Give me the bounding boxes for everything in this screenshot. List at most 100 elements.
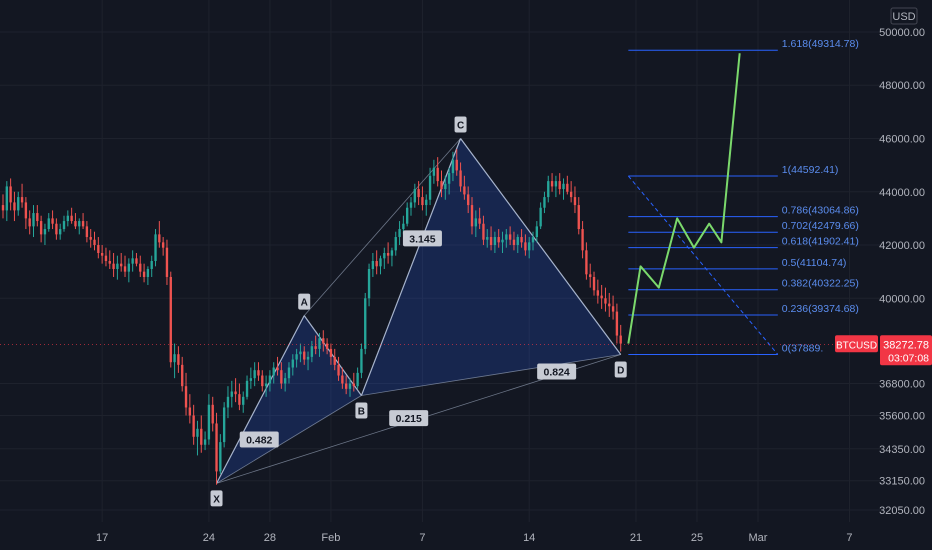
- candle-body: [150, 261, 153, 269]
- candle-body: [478, 218, 481, 224]
- ratio-label: 0.482: [246, 434, 272, 446]
- candle-body: [268, 375, 272, 384]
- candle-body: [264, 383, 268, 387]
- price-axis[interactable]: 52000.0050000.0048000.0046000.0044000.00…: [879, 0, 925, 517]
- point-label: X: [213, 494, 220, 505]
- time-tick-label: 21: [630, 532, 642, 544]
- candle-body: [9, 186, 12, 203]
- candle-body: [352, 383, 355, 387]
- candle-body: [74, 221, 77, 227]
- candle-body: [283, 378, 287, 384]
- candle-body: [39, 221, 43, 235]
- candle-body: [177, 354, 180, 365]
- fib-level-label: 1.618(49314.78): [782, 38, 859, 50]
- candle-body: [181, 364, 184, 387]
- point-label: C: [457, 120, 464, 131]
- candle-body: [337, 364, 340, 376]
- pattern-line[interactable]: [360, 138, 462, 396]
- last-price-text: 38272.78: [883, 339, 929, 351]
- candle-body: [287, 367, 291, 379]
- time-tick-label: Feb: [321, 532, 340, 544]
- candle-body: [215, 423, 218, 472]
- price-tick-label: 42000.00: [879, 240, 925, 252]
- candle-body: [100, 253, 104, 256]
- fib-level-label: 0(37889.: [782, 343, 823, 355]
- candle-body: [78, 221, 81, 227]
- candle-body: [230, 391, 233, 397]
- candle-body: [402, 223, 405, 230]
- candle-body: [242, 396, 245, 405]
- candle-body: [17, 197, 20, 211]
- candle-body: [1, 205, 5, 211]
- candle-body: [299, 351, 302, 355]
- candle-body: [104, 255, 108, 261]
- price-tick-label: 50000.00: [879, 27, 925, 39]
- pattern-line[interactable]: [216, 395, 362, 484]
- candle-body: [394, 237, 397, 251]
- fib-trend-line[interactable]: [627, 175, 779, 355]
- candle-body: [127, 263, 131, 272]
- candle-body: [508, 234, 512, 240]
- candle-body: [59, 229, 62, 235]
- time-axis[interactable]: 17 24 28 Feb 7 14 21 25 Mar 7: [96, 532, 853, 544]
- candle-body: [600, 295, 603, 299]
- countdown-text: 03:07:08: [888, 352, 929, 364]
- candle-body: [85, 226, 89, 238]
- ratio-label-box: [389, 410, 429, 427]
- candle-body: [89, 237, 92, 240]
- pattern-line[interactable]: [215, 315, 305, 484]
- price-tick-label: 32050.00: [879, 505, 925, 517]
- candle-body: [440, 181, 443, 190]
- candle-body: [329, 348, 333, 357]
- candle-body: [139, 263, 142, 272]
- candle-body: [531, 237, 535, 243]
- pattern-labels: 0.482 3.145 0.824 0.215 X A B C D: [210, 116, 627, 507]
- projection-line[interactable]: [627, 53, 741, 344]
- candle-body: [581, 229, 584, 251]
- candle-body: [364, 298, 367, 349]
- candle-body: [356, 372, 359, 387]
- point-label: D: [617, 366, 624, 377]
- candle-body: [444, 183, 447, 190]
- candle-body: [51, 218, 54, 224]
- candle-body: [108, 261, 111, 264]
- candle-body: [173, 354, 176, 363]
- candle-body: [409, 202, 413, 208]
- price-tick-label: 34350.00: [879, 444, 925, 456]
- candle-body: [28, 218, 31, 227]
- fibonacci-extension[interactable]: 1.618(49314.78) 1(44592.41) 0.786(43064.86…: [627, 38, 859, 356]
- candle-body: [5, 186, 8, 211]
- price-tick-label: 40000.00: [879, 293, 925, 305]
- candle-body: [322, 338, 325, 344]
- time-tick-label: 25: [691, 532, 703, 544]
- candle-body: [539, 207, 542, 227]
- pattern-line[interactable]: [460, 138, 622, 355]
- candle-body: [562, 183, 565, 190]
- candle-body: [249, 378, 253, 381]
- projection-path[interactable]: [627, 53, 741, 344]
- candle-body: [154, 234, 157, 261]
- symbol-text: BTCUSD: [836, 340, 877, 351]
- candle-body: [512, 239, 516, 246]
- candle-body: [451, 159, 455, 174]
- fib-level-label: 0.382(40322.25): [782, 278, 859, 290]
- currency-label: USD: [892, 11, 915, 23]
- pattern-triangle-bcd[interactable]: [361, 138, 621, 396]
- candle-body: [413, 189, 416, 203]
- currency-box[interactable]: [890, 7, 918, 25]
- pattern-line[interactable]: [303, 315, 362, 396]
- candle-body: [493, 237, 497, 246]
- candle-body: [245, 380, 249, 397]
- candles: [1, 149, 622, 485]
- candle-body: [253, 370, 256, 379]
- candle-body: [120, 263, 123, 267]
- candle-body: [142, 271, 146, 277]
- candle-body: [222, 407, 226, 443]
- pattern-line[interactable]: [361, 354, 621, 396]
- fib-level-label: 0.236(39374.68): [782, 303, 859, 315]
- candle-body: [325, 343, 329, 349]
